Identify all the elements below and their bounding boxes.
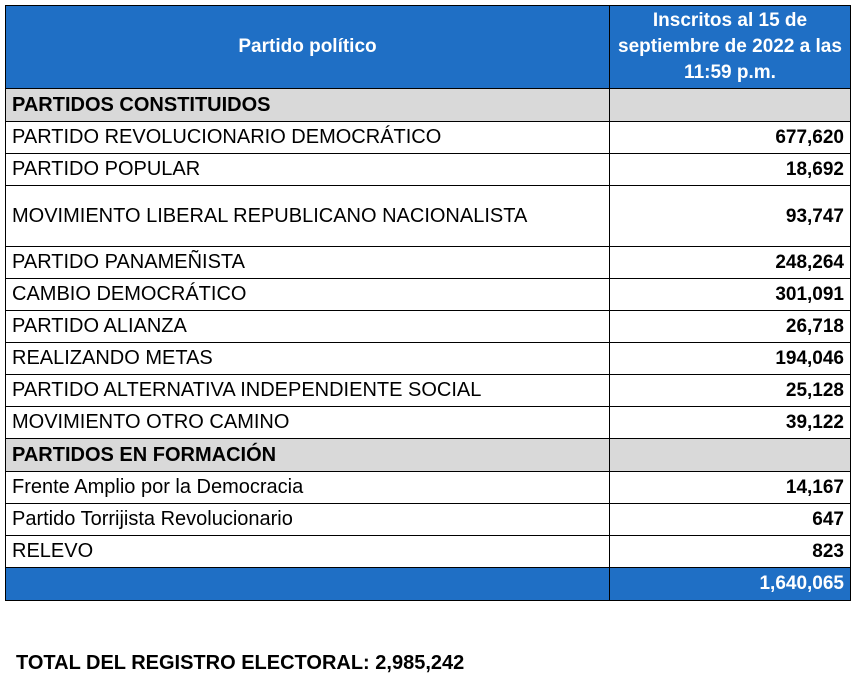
party-count: 25,128 xyxy=(609,374,851,407)
count-column-header: Inscritos al 15 de septiembre de 2022 a … xyxy=(609,5,851,89)
table-row: PARTIDO ALIANZA 26,718 xyxy=(5,310,851,343)
party-count: 26,718 xyxy=(609,310,851,343)
table-row: MOVIMIENTO OTRO CAMINO 39,122 xyxy=(5,406,851,439)
table-row: Partido Torrijista Revolucionario 647 xyxy=(5,503,851,536)
party-name: CAMBIO DEMOCRÁTICO xyxy=(5,278,610,311)
party-name: PARTIDO POPULAR xyxy=(5,153,610,186)
table-row: Frente Amplio por la Democracia 14,167 xyxy=(5,471,851,504)
party-name: Frente Amplio por la Democracia xyxy=(5,471,610,504)
party-column-header: Partido político xyxy=(5,5,610,89)
section-header-formacion: PARTIDOS EN FORMACIÓN xyxy=(5,438,851,472)
table-row: PARTIDO ALTERNATIVA INDEPENDIENTE SOCIAL… xyxy=(5,374,851,407)
party-count: 301,091 xyxy=(609,278,851,311)
table-header-row: Partido político Inscritos al 15 de sept… xyxy=(5,5,851,89)
registry-total-footer: TOTAL DEL REGISTRO ELECTORAL: 2,985,242 xyxy=(16,652,465,674)
party-count: 647 xyxy=(609,503,851,536)
party-name: PARTIDO ALTERNATIVA INDEPENDIENTE SOCIAL xyxy=(5,374,610,407)
party-name: PARTIDO ALIANZA xyxy=(5,310,610,343)
table-row: PARTIDO REVOLUCIONARIO DEMOCRÁTICO 677,6… xyxy=(5,121,851,154)
party-count: 677,620 xyxy=(609,121,851,154)
party-count: 194,046 xyxy=(609,342,851,375)
party-name: MOVIMIENTO LIBERAL REPUBLICANO NACIONALI… xyxy=(5,185,610,247)
table-row: PARTIDO PANAMEÑISTA 248,264 xyxy=(5,246,851,279)
total-empty-cell xyxy=(5,567,610,601)
section-title: PARTIDOS CONSTITUIDOS xyxy=(5,88,610,122)
party-count: 248,264 xyxy=(609,246,851,279)
party-count: 39,122 xyxy=(609,406,851,439)
party-name: RELEVO xyxy=(5,535,610,568)
table-row: MOVIMIENTO LIBERAL REPUBLICANO NACIONALI… xyxy=(5,185,851,247)
party-name: MOVIMIENTO OTRO CAMINO xyxy=(5,406,610,439)
party-count: 14,167 xyxy=(609,471,851,504)
section-title: PARTIDOS EN FORMACIÓN xyxy=(5,438,610,472)
party-registration-table: Partido político Inscritos al 15 de sept… xyxy=(5,5,851,601)
total-row: 1,640,065 xyxy=(5,567,851,601)
party-name: REALIZANDO METAS xyxy=(5,342,610,375)
section-empty-cell xyxy=(609,88,851,122)
table-row: REALIZANDO METAS 194,046 xyxy=(5,342,851,375)
party-count: 93,747 xyxy=(609,185,851,247)
party-name: PARTIDO PANAMEÑISTA xyxy=(5,246,610,279)
table-row: RELEVO 823 xyxy=(5,535,851,568)
party-count: 823 xyxy=(609,535,851,568)
table-row: CAMBIO DEMOCRÁTICO 301,091 xyxy=(5,278,851,311)
total-value: 1,640,065 xyxy=(609,567,851,601)
party-name: PARTIDO REVOLUCIONARIO DEMOCRÁTICO xyxy=(5,121,610,154)
party-count: 18,692 xyxy=(609,153,851,186)
section-header-constituidos: PARTIDOS CONSTITUIDOS xyxy=(5,88,851,122)
party-name: Partido Torrijista Revolucionario xyxy=(5,503,610,536)
table-row: PARTIDO POPULAR 18,692 xyxy=(5,153,851,186)
section-empty-cell xyxy=(609,438,851,472)
